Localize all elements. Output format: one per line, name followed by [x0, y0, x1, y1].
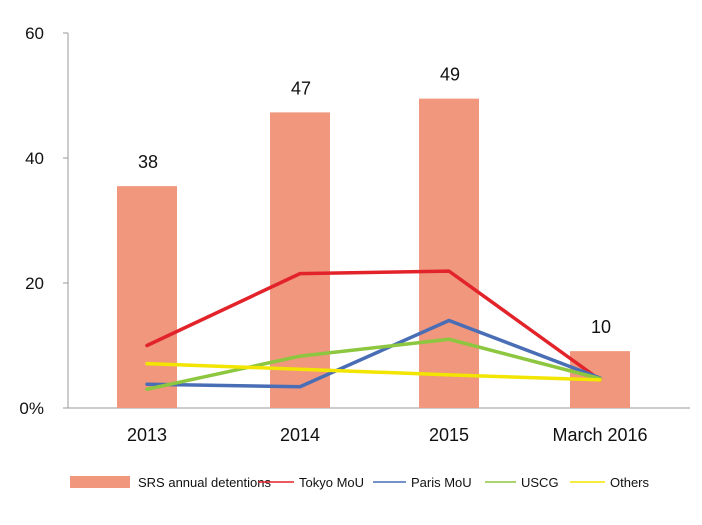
series-line-paris-mou: [145, 318, 602, 389]
legend-label: USCG: [521, 475, 559, 490]
series-line-uscg: [145, 337, 602, 391]
bar-data-label: 10: [591, 317, 611, 337]
x-category-label: 2014: [280, 425, 320, 445]
series-line-tokyo-mou: [145, 269, 602, 382]
legend-label: Tokyo MoU: [299, 475, 364, 490]
y-tick-label: 60: [25, 24, 44, 43]
legend-label: SRS annual detentions: [138, 475, 271, 490]
bar-data-label: 49: [440, 65, 460, 85]
legend-swatch-bar: [70, 476, 130, 488]
line-series-group: [145, 269, 602, 391]
category-labels: 2013 2014 2015 March 2016: [127, 425, 648, 445]
legend-label: Paris MoU: [411, 475, 472, 490]
y-tick-label: 0%: [19, 399, 44, 418]
bar-data-label: 38: [138, 152, 158, 172]
y-tick-label: 40: [25, 149, 44, 168]
legend: SRS annual detentions Tokyo MoU Paris MoU U…: [70, 475, 650, 490]
bar: [117, 186, 177, 408]
y-tick-label: 20: [25, 274, 44, 293]
x-category-label: 2015: [429, 425, 469, 445]
y-tick-labels: 60 40 20 0%: [19, 24, 68, 418]
bar-data-label: 47: [291, 78, 311, 98]
data-labels: 38 47 49 10: [138, 65, 611, 338]
bar: [419, 98, 479, 408]
x-category-label: March 2016: [552, 425, 647, 445]
legend-label: Others: [610, 475, 650, 490]
x-category-label: 2013: [127, 425, 167, 445]
series-line-others: [145, 361, 602, 382]
bar: [270, 112, 330, 408]
